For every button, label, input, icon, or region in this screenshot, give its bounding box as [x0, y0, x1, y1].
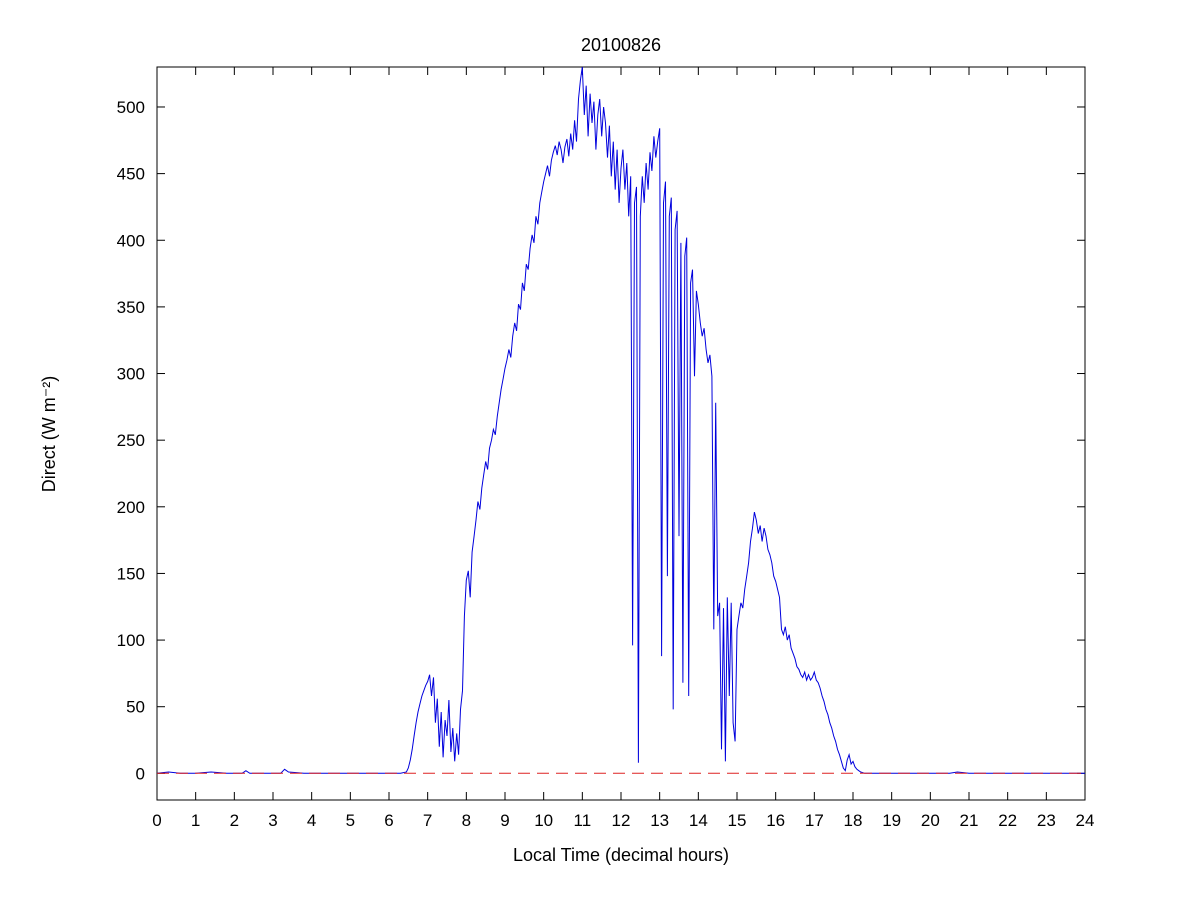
x-tick-label: 13 [650, 811, 669, 830]
x-tick-label: 7 [423, 811, 432, 830]
x-tick-label: 14 [689, 811, 708, 830]
x-tick-label: 23 [1037, 811, 1056, 830]
y-tick-label: 450 [117, 165, 145, 184]
x-tick-label: 1 [191, 811, 200, 830]
x-tick-label: 3 [268, 811, 277, 830]
x-tick-label: 0 [152, 811, 161, 830]
chart-title: 20100826 [581, 35, 661, 55]
y-axis-label: Direct (W m⁻²) [39, 376, 59, 492]
x-tick-label: 22 [998, 811, 1017, 830]
data-series-group [157, 67, 1085, 774]
x-tick-label: 12 [612, 811, 631, 830]
y-tick-label: 50 [126, 698, 145, 717]
x-tick-label: 18 [844, 811, 863, 830]
x-tick-label: 10 [534, 811, 553, 830]
x-tick-label: 17 [805, 811, 824, 830]
x-tick-label: 15 [728, 811, 747, 830]
series-direct-irradiance [157, 67, 1085, 774]
y-tick-label: 300 [117, 365, 145, 384]
x-tick-label: 5 [346, 811, 355, 830]
x-tick-label: 20 [921, 811, 940, 830]
x-tick-label: 4 [307, 811, 316, 830]
x-tick-label: 24 [1076, 811, 1095, 830]
y-tick-label: 150 [117, 564, 145, 583]
x-tick-label: 21 [960, 811, 979, 830]
y-tick-label: 200 [117, 498, 145, 517]
y-tick-label: 350 [117, 298, 145, 317]
x-tick-label: 11 [574, 811, 592, 830]
y-tick-label: 0 [136, 764, 145, 783]
x-axis-ticks: 0 1 2 3 4 5 6 7 8 9 10 11 12 13 14 15 16 17 18 19 20 21 22 23 24 [152, 67, 1094, 830]
y-tick-label: 100 [117, 631, 145, 650]
y-axis-ticks: 0 50 100 150 200 250 300 350 400 450 500 [117, 98, 1085, 783]
x-axis-label: Local Time (decimal hours) [513, 845, 729, 865]
y-tick-label: 500 [117, 98, 145, 117]
x-tick-label: 2 [230, 811, 239, 830]
x-tick-label: 8 [462, 811, 471, 830]
x-tick-label: 9 [500, 811, 509, 830]
x-tick-label: 16 [766, 811, 785, 830]
x-tick-label: 6 [384, 811, 393, 830]
x-tick-label: 19 [882, 811, 901, 830]
y-tick-label: 250 [117, 431, 145, 450]
y-tick-label: 400 [117, 231, 145, 250]
